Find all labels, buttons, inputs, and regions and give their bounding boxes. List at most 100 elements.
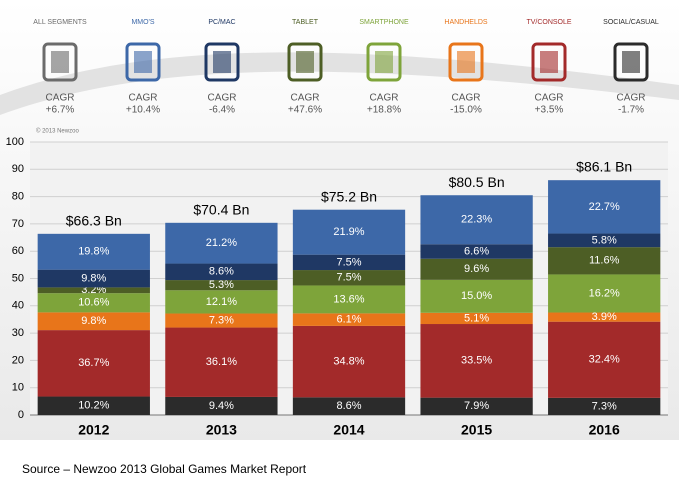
segment-label: 7.5% <box>336 256 361 268</box>
bar-segment <box>548 397 661 415</box>
bar-segment <box>37 312 150 331</box>
segment-label: 7.3% <box>592 400 617 412</box>
segment-icon <box>287 42 323 82</box>
cagr-value: -6.4% <box>209 105 235 116</box>
bar-segment <box>420 279 533 313</box>
bar-segment <box>420 312 533 325</box>
segment-label: 7.9% <box>464 400 489 412</box>
segment-label: 21.9% <box>333 226 364 238</box>
segment-icon-inner <box>622 51 640 73</box>
bar-segment <box>548 247 661 275</box>
bar-segment <box>165 396 278 415</box>
y-tick-label: 10 <box>12 382 24 394</box>
segment-label: TV/CONSOLE <box>526 19 571 26</box>
swoosh <box>0 52 679 115</box>
bar-segment <box>37 293 150 313</box>
bar-segment <box>165 222 278 264</box>
cagr-title: CAGR <box>370 93 399 104</box>
y-tick-label: 80 <box>12 191 24 203</box>
bar-segment <box>292 285 406 314</box>
bar-segment <box>420 397 533 415</box>
segment-icon-inner <box>296 51 314 73</box>
cagr-value: +10.4% <box>126 105 160 116</box>
segment-label: 9.8% <box>81 272 106 284</box>
bar-segment <box>548 321 661 398</box>
segment-label: PC/MAC <box>208 19 235 26</box>
segment-icon-inner <box>540 51 558 73</box>
segment-label: 22.3% <box>461 214 492 226</box>
bar-segment <box>420 258 533 280</box>
segment-icon-inner <box>134 51 152 73</box>
segment-label: 22.7% <box>589 201 620 213</box>
y-tick-label: 20 <box>12 354 24 366</box>
cagr-value: -15.0% <box>450 105 482 116</box>
segment-label: 9.6% <box>464 263 489 275</box>
cagr-title: CAGR <box>46 93 75 104</box>
segment-icon <box>366 42 402 82</box>
total-label: $75.2 Bn <box>321 188 377 204</box>
bar-segment <box>548 274 661 313</box>
bar-segment <box>420 195 533 245</box>
segment-label: 36.7% <box>78 357 109 369</box>
segment-label: 8.6% <box>209 266 234 278</box>
segment-label: SOCIAL/CASUAL <box>603 19 659 26</box>
segment-icon-inner <box>51 51 69 73</box>
segment-label: 6.6% <box>464 245 489 257</box>
cagr-value: +6.7% <box>46 105 75 116</box>
bar-segment <box>292 209 406 255</box>
bar-segment <box>37 269 150 288</box>
cagr-title: CAGR <box>535 93 564 104</box>
bar-segment <box>37 287 150 294</box>
bar-segment <box>165 327 278 397</box>
y-tick-label: 100 <box>6 136 24 148</box>
segment-label: HANDHELDS <box>444 19 488 26</box>
bar-segment <box>420 244 533 259</box>
y-tick-label: 70 <box>12 218 24 230</box>
segment-label: 21.2% <box>206 237 237 249</box>
x-tick-label: 2016 <box>589 422 620 438</box>
y-tick-label: 50 <box>12 272 24 284</box>
segment-label: 11.6% <box>589 255 620 267</box>
cagr-title: CAGR <box>617 93 646 104</box>
x-tick-label: 2014 <box>333 422 364 438</box>
cagr-title: CAGR <box>208 93 237 104</box>
x-tick-label: 2012 <box>78 422 109 438</box>
bar-segment <box>37 330 150 397</box>
bar-segment <box>292 270 406 286</box>
segment-label: 15.0% <box>461 290 492 302</box>
bar-segment <box>292 397 406 415</box>
segment-label: 9.8% <box>81 315 106 327</box>
segment-label: 5.8% <box>592 234 617 246</box>
segment-label: 7.5% <box>336 272 361 284</box>
segment-label: 5.1% <box>464 312 489 324</box>
y-tick-label: 0 <box>18 409 24 421</box>
cagr-title: CAGR <box>291 93 320 104</box>
bar-segment <box>37 396 150 415</box>
bar-segment <box>165 290 278 314</box>
y-tick-label: 30 <box>12 327 24 339</box>
bar-segment <box>548 180 661 234</box>
segment-label: 32.4% <box>589 354 620 366</box>
segment-label: MMO'S <box>131 19 154 26</box>
segment-label: 34.8% <box>333 356 364 368</box>
segment-icon-inner <box>375 51 393 73</box>
bar-segment <box>548 233 661 248</box>
segment-label: 9.4% <box>209 400 234 412</box>
copyright: © 2013 Newzoo <box>36 128 79 135</box>
segment-icon <box>42 42 78 82</box>
segment-label: 8.6% <box>336 400 361 412</box>
segment-icon-inner <box>213 51 231 73</box>
segment-label: 10.6% <box>78 297 109 309</box>
cagr-title: CAGR <box>452 93 481 104</box>
total-label: $66.3 Bn <box>66 213 122 229</box>
cagr-title: CAGR <box>129 93 158 104</box>
bar-segment <box>165 263 278 281</box>
cagr-value: +18.8% <box>367 105 401 116</box>
total-label: $80.5 Bn <box>449 174 505 190</box>
segment-label: 33.5% <box>461 355 492 367</box>
segment-label: 19.8% <box>78 246 109 258</box>
y-tick-label: 40 <box>12 300 24 312</box>
segment-label: 10.2% <box>78 400 109 412</box>
segment-label: 36.1% <box>206 356 237 368</box>
